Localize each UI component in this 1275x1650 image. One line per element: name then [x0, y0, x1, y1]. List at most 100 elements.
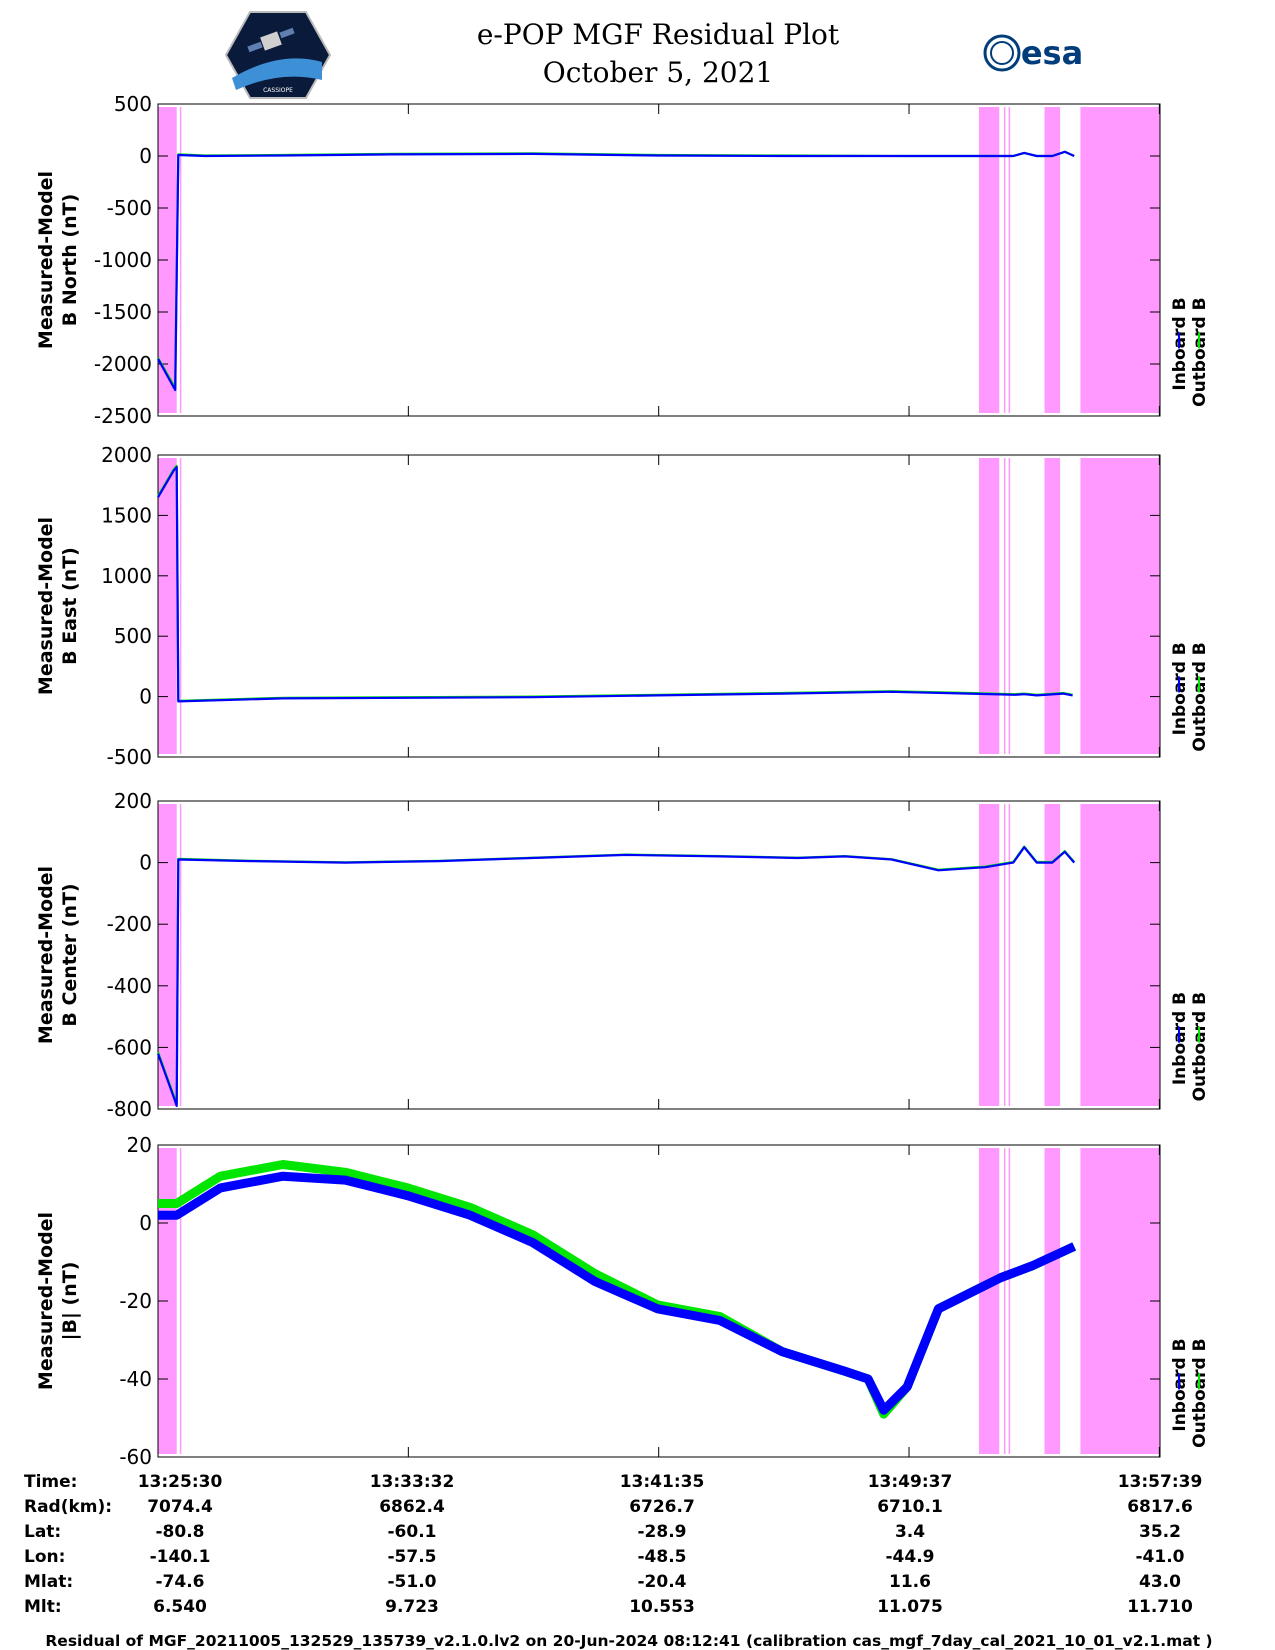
shaded-interval [179, 804, 182, 1106]
shaded-interval [1080, 107, 1160, 413]
y-tick-label: -400 [107, 974, 152, 998]
y-tick-label: 20 [127, 1133, 152, 1157]
y-axis-label: Measured-Model [35, 517, 57, 695]
row-value: 10.553 [629, 1597, 695, 1617]
y-tick-label: 0 [139, 1211, 152, 1235]
shaded-interval [978, 107, 1000, 413]
legend-outboard-label: Outboard B [1190, 1338, 1210, 1447]
y-tick-label: -800 [107, 1097, 152, 1121]
row-value: 35.2 [1139, 1522, 1181, 1542]
series-inboard-line [157, 150, 1075, 392]
row-name: Mlat: [24, 1572, 73, 1592]
shaded-interval [1008, 1148, 1011, 1454]
shaded-interval [1008, 458, 1011, 754]
row-value: 13:57:39 [1118, 1472, 1203, 1492]
shaded-interval [158, 458, 177, 754]
shaded-interval [1080, 458, 1160, 754]
shaded-interval [179, 1148, 182, 1454]
y-axis-label: B East (nT) [59, 547, 81, 665]
row-value: 11.710 [1127, 1597, 1193, 1617]
shaded-interval [179, 458, 182, 754]
shaded-interval [978, 458, 1000, 754]
shaded-interval [978, 1148, 1000, 1454]
y-tick-label: -200 [107, 912, 152, 936]
row-value: -28.9 [638, 1522, 687, 1542]
y-axis-label: Measured-Model [35, 1212, 57, 1390]
row-name: Time: [24, 1472, 77, 1492]
cassiope-logo: CASSIOPE [224, 11, 332, 99]
series-outboard-line [156, 845, 1076, 1106]
shaded-interval [1003, 458, 1006, 754]
row-value: -48.5 [638, 1547, 687, 1567]
panel-3: 200 0 -200 -400 -600 -800 Measured-Model B Cent… [35, 789, 1210, 1121]
row-name: Lon: [24, 1547, 65, 1567]
time-axis-labels: Time: 13:25:30 13:33:32 13:41:35 13:49:37 13:… [24, 1472, 1202, 1617]
shaded-interval [1008, 107, 1011, 413]
shaded-interval [1003, 107, 1006, 413]
y-tick-label: -20 [119, 1289, 152, 1313]
shaded-interval [1080, 1148, 1160, 1454]
y-tick-label: 2000 [101, 443, 152, 467]
y-tick-label: 1000 [101, 564, 152, 588]
row-value: -140.1 [150, 1547, 211, 1567]
panel-1: 500 0 -500 -1000 -1500 -2000 -2500 Measured-Mod… [35, 92, 1210, 428]
row-value: 6862.4 [379, 1497, 445, 1517]
y-axis-label: B North (nT) [59, 194, 81, 327]
y-tick-label: -2000 [94, 352, 152, 376]
row-name: Rad(km): [24, 1497, 112, 1517]
series-outboard-line [157, 464, 1073, 702]
row-value: 9.723 [385, 1597, 439, 1617]
row-value: 13:25:30 [138, 1472, 223, 1492]
y-tick-label: 0 [139, 144, 152, 168]
shaded-interval [1044, 458, 1061, 754]
shaded-interval [1003, 1148, 1006, 1454]
row-value: 6.540 [153, 1597, 207, 1617]
shaded-interval [978, 804, 1000, 1106]
legend-outboard-label: Outboard B [1190, 297, 1210, 406]
row-value: -44.9 [886, 1547, 935, 1567]
y-tick-label: -2500 [94, 404, 152, 428]
row-value: -80.8 [156, 1522, 205, 1542]
row-value: 6817.6 [1127, 1497, 1193, 1517]
row-value: 13:41:35 [620, 1472, 705, 1492]
chart-date: October 5, 2021 [543, 56, 773, 89]
row-value: 3.4 [895, 1522, 925, 1542]
esa-logo: esa [983, 34, 1083, 72]
row-value: 43.0 [1139, 1572, 1181, 1592]
series-inboard-line [158, 1171, 1077, 1415]
row-value: -20.4 [638, 1572, 687, 1592]
row-value: 11.075 [877, 1597, 943, 1617]
y-axis-label: B Center (nT) [59, 883, 81, 1026]
y-tick-label: -500 [107, 196, 152, 220]
series-inboard-line [157, 466, 1073, 703]
y-tick-label: -40 [119, 1367, 152, 1391]
svg-text:CASSIOPE: CASSIOPE [263, 87, 293, 94]
shaded-interval [1044, 804, 1061, 1106]
y-tick-label: 500 [114, 624, 152, 648]
row-value: -51.0 [388, 1572, 437, 1592]
row-name: Lat: [24, 1522, 61, 1542]
row-value: -74.6 [156, 1572, 205, 1592]
y-tick-label: 0 [139, 685, 152, 709]
row-value: 13:49:37 [868, 1472, 953, 1492]
row-value: -57.5 [388, 1547, 437, 1567]
y-tick-label: 200 [114, 789, 152, 813]
shaded-interval [1044, 107, 1061, 413]
shaded-interval [179, 107, 182, 413]
y-axis-label: Measured-Model [35, 171, 57, 349]
y-axis-label: Measured-Model [35, 866, 57, 1044]
y-tick-label: -1000 [94, 248, 152, 272]
legend-outboard-label: Outboard B [1190, 992, 1210, 1101]
row-value: -41.0 [1136, 1547, 1185, 1567]
y-tick-label: 0 [139, 851, 152, 875]
shaded-interval [1008, 804, 1011, 1106]
row-value: 11.6 [889, 1572, 931, 1592]
panel-2: 2000 1500 1000 500 0 -500 Measured-Model B East… [35, 443, 1210, 769]
series-inboard-line [156, 846, 1076, 1108]
row-value: 13:33:32 [370, 1472, 455, 1492]
legend-outboard-label: Outboard B [1190, 642, 1210, 751]
y-tick-label: -1500 [94, 300, 152, 324]
series-outboard-line [157, 150, 1075, 389]
